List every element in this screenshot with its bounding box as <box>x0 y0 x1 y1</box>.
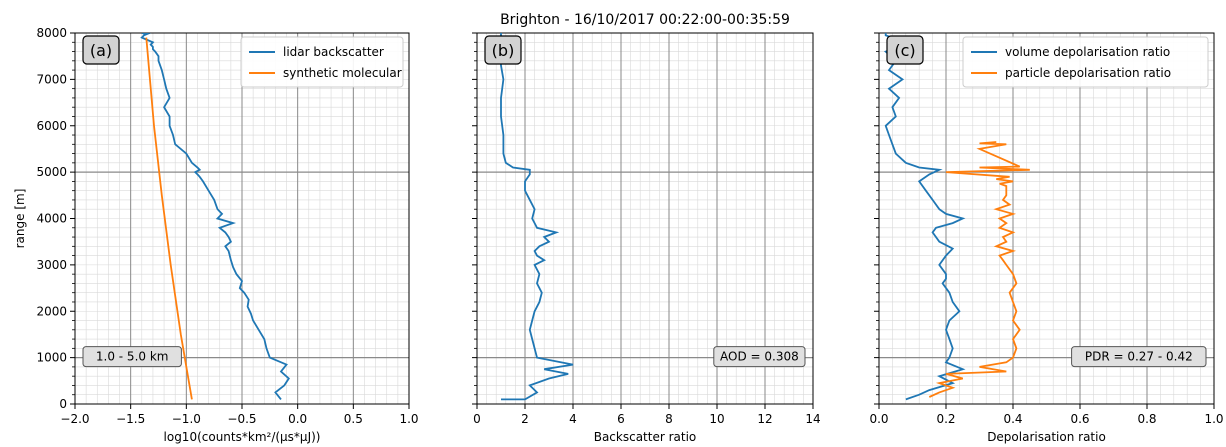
x-tick-label: 0 <box>473 412 481 426</box>
x-tick-label: −0.5 <box>227 412 256 426</box>
legend-entry: lidar backscatter <box>283 45 384 59</box>
x-tick-label: 6 <box>617 412 625 426</box>
legend: lidar backscatter synthetic molecular <box>240 36 404 88</box>
x-tick-label: 10 <box>709 412 724 426</box>
x-tick-label: 8 <box>665 412 673 426</box>
x-tick-label: 1.0 <box>1204 412 1223 426</box>
y-tick-label: 0 <box>59 397 67 411</box>
legend-entry: synthetic molecular <box>283 66 402 80</box>
x-tick-label: 0.5 <box>344 412 363 426</box>
panel-label: (b) <box>492 41 515 60</box>
y-tick-label: 8000 <box>36 26 67 40</box>
legend-entry: particle depolarisation ratio <box>1005 66 1171 80</box>
x-tick-label: 14 <box>805 412 820 426</box>
series-line-1 <box>500 33 574 401</box>
x-tick-label: −1.5 <box>116 412 145 426</box>
x-tick-label: 0.0 <box>288 412 307 426</box>
x-tick-label: 0.6 <box>1070 412 1089 426</box>
annotation-text: AOD = 0.308 <box>720 350 799 364</box>
series-line-2 <box>928 141 1030 398</box>
annotation-box <box>713 346 806 368</box>
x-tick-label: 0.8 <box>1137 412 1156 426</box>
panel-label: (c) <box>894 41 915 60</box>
x-tick-label: 1.0 <box>399 412 418 426</box>
panel-label: (a) <box>90 41 112 60</box>
x-tick-label: 12 <box>757 412 772 426</box>
y-tick-label: 7000 <box>36 72 67 86</box>
x-axis-label: Depolarisation ratio <box>987 430 1106 444</box>
panels: −2.0 −1.5 −1.0 −0.5 0.0 0.5 1.0010002000300040… <box>13 26 1224 444</box>
series-line-2 <box>145 37 193 400</box>
panel-label-box <box>82 35 120 65</box>
x-tick-label: 0.4 <box>1003 412 1022 426</box>
panel-label-box <box>484 35 522 65</box>
panel-label-badge: (c) <box>886 35 924 65</box>
x-tick-label: −2.0 <box>60 412 89 426</box>
panel-label-badge: (b) <box>484 35 522 65</box>
y-tick-label: 5000 <box>36 165 67 179</box>
x-axis-label: Backscatter ratio <box>594 430 697 444</box>
x-tick-label: 0.0 <box>869 412 888 426</box>
annotation-box <box>82 346 182 368</box>
x-tick-label: 4 <box>569 412 577 426</box>
chart-panel-3: 0.0 0.2 0.4 0.6 0.8 1.0 Depolarisation ratio (c… <box>869 32 1224 444</box>
x-tick-label: −1.0 <box>172 412 201 426</box>
series-line-1 <box>883 33 966 401</box>
annotation-box <box>1071 346 1207 368</box>
y-tick-label: 4000 <box>36 212 67 226</box>
legend: volume depolarisation ratio particle depo… <box>962 36 1209 88</box>
x-tick-label: 0.2 <box>936 412 955 426</box>
chart-panel-2: 0 2 4 6 8 10 12 14 Backscatter ratio (b) AOD = 0.3… <box>472 32 821 444</box>
chart-panel-1: −2.0 −1.5 −1.0 −0.5 0.0 0.5 1.0 0 1000 2000 3000 40… <box>13 26 419 444</box>
y-axis-label: range [m] <box>13 189 27 249</box>
x-axis-label: log10(counts*km²/(µs*µJ)) <box>164 430 321 444</box>
annotation: AOD = 0.308 <box>713 346 806 368</box>
annotation-text: PDR = 0.27 - 0.42 <box>1085 350 1193 364</box>
legend-entry: volume depolarisation ratio <box>1005 45 1170 59</box>
y-tick-label: 3000 <box>36 258 67 272</box>
legend-box <box>962 36 1209 88</box>
y-tick-label: 1000 <box>36 351 67 365</box>
annotation: 1.0 - 5.0 km <box>82 346 182 368</box>
legend-box <box>240 36 404 88</box>
x-tick-label: 2 <box>521 412 529 426</box>
annotation: PDR = 0.27 - 0.42 <box>1071 346 1207 368</box>
annotation-text: 1.0 - 5.0 km <box>96 350 169 364</box>
y-tick-label: 2000 <box>36 304 67 318</box>
panel-label-badge: (a) <box>82 35 120 65</box>
y-tick-label: 6000 <box>36 119 67 133</box>
figure-title: Brighton - 16/10/2017 00:22:00-00:35:59 <box>500 12 790 28</box>
panel-label-box <box>886 35 924 65</box>
series-line-1 <box>140 33 290 400</box>
